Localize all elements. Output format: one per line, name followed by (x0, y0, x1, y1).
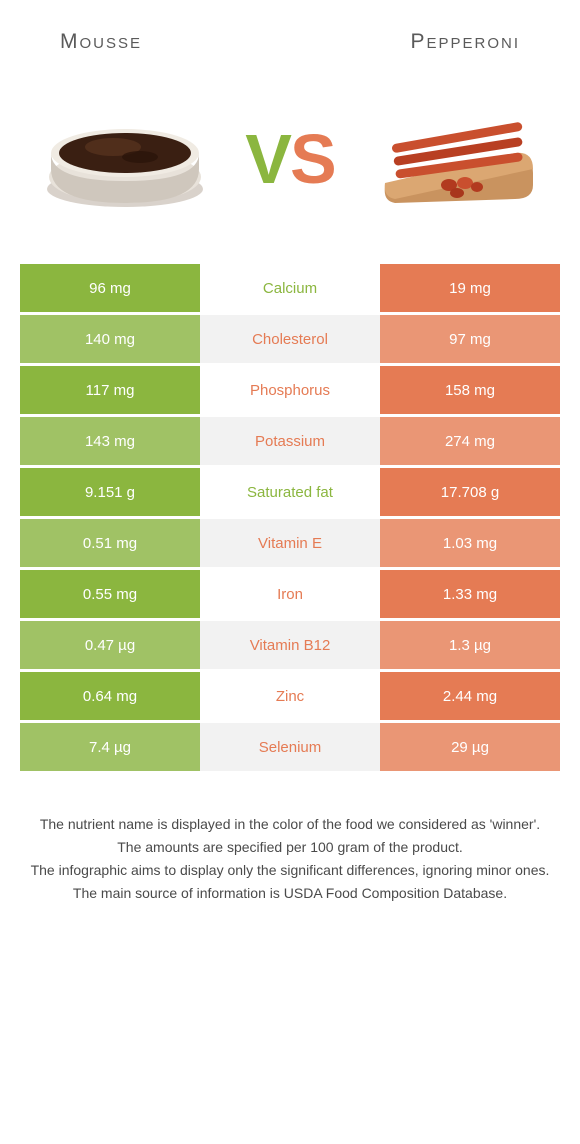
nutrient-name: Vitamin E (200, 519, 380, 567)
nutrient-table: 96 mgCalcium19 mg140 mgCholesterol97 mg1… (20, 264, 560, 771)
nutrient-name: Phosphorus (200, 366, 380, 414)
table-row: 7.4 µgSelenium29 µg (20, 723, 560, 771)
vs-s: S (290, 119, 335, 199)
left-food-title: Mousse (60, 30, 142, 54)
nutrient-name: Iron (200, 570, 380, 618)
right-value: 274 mg (380, 417, 560, 465)
table-row: 143 mgPotassium274 mg (20, 417, 560, 465)
nutrient-name: Potassium (200, 417, 380, 465)
left-value: 140 mg (20, 315, 200, 363)
right-value: 17.708 g (380, 468, 560, 516)
right-food-title: Pepperoni (410, 30, 520, 54)
nutrient-name: Saturated fat (200, 468, 380, 516)
table-row: 140 mgCholesterol97 mg (20, 315, 560, 363)
right-value: 1.3 µg (380, 621, 560, 669)
table-row: 117 mgPhosphorus158 mg (20, 366, 560, 414)
nutrient-name: Selenium (200, 723, 380, 771)
table-row: 96 mgCalcium19 mg (20, 264, 560, 312)
left-value: 143 mg (20, 417, 200, 465)
nutrient-name: Zinc (200, 672, 380, 720)
left-value: 7.4 µg (20, 723, 200, 771)
right-value: 1.33 mg (380, 570, 560, 618)
mousse-icon (35, 99, 215, 219)
footnote-line: The nutrient name is displayed in the co… (30, 814, 550, 835)
vs-v: V (245, 119, 290, 199)
right-food-image (360, 94, 550, 224)
header: Mousse Pepperoni (20, 20, 560, 84)
right-value: 2.44 mg (380, 672, 560, 720)
table-row: 0.55 mgIron1.33 mg (20, 570, 560, 618)
table-row: 0.64 mgZinc2.44 mg (20, 672, 560, 720)
footnote-line: The infographic aims to display only the… (30, 860, 550, 881)
left-food-image (30, 94, 220, 224)
left-value: 0.47 µg (20, 621, 200, 669)
table-row: 9.151 gSaturated fat17.708 g (20, 468, 560, 516)
vs-label: VS (245, 119, 334, 199)
table-row: 0.47 µgVitamin B121.3 µg (20, 621, 560, 669)
nutrient-name: Vitamin B12 (200, 621, 380, 669)
footnote-line: The main source of information is USDA F… (30, 883, 550, 904)
right-value: 29 µg (380, 723, 560, 771)
left-value: 0.55 mg (20, 570, 200, 618)
left-value: 9.151 g (20, 468, 200, 516)
left-value: 117 mg (20, 366, 200, 414)
right-value: 97 mg (380, 315, 560, 363)
footnotes: The nutrient name is displayed in the co… (20, 774, 560, 916)
hero-row: VS (20, 84, 560, 264)
nutrient-name: Calcium (200, 264, 380, 312)
footnote-line: The amounts are specified per 100 gram o… (30, 837, 550, 858)
pepperoni-icon (365, 99, 545, 219)
left-value: 96 mg (20, 264, 200, 312)
table-row: 0.51 mgVitamin E1.03 mg (20, 519, 560, 567)
left-value: 0.51 mg (20, 519, 200, 567)
nutrient-name: Cholesterol (200, 315, 380, 363)
left-value: 0.64 mg (20, 672, 200, 720)
right-value: 1.03 mg (380, 519, 560, 567)
right-value: 158 mg (380, 366, 560, 414)
right-value: 19 mg (380, 264, 560, 312)
